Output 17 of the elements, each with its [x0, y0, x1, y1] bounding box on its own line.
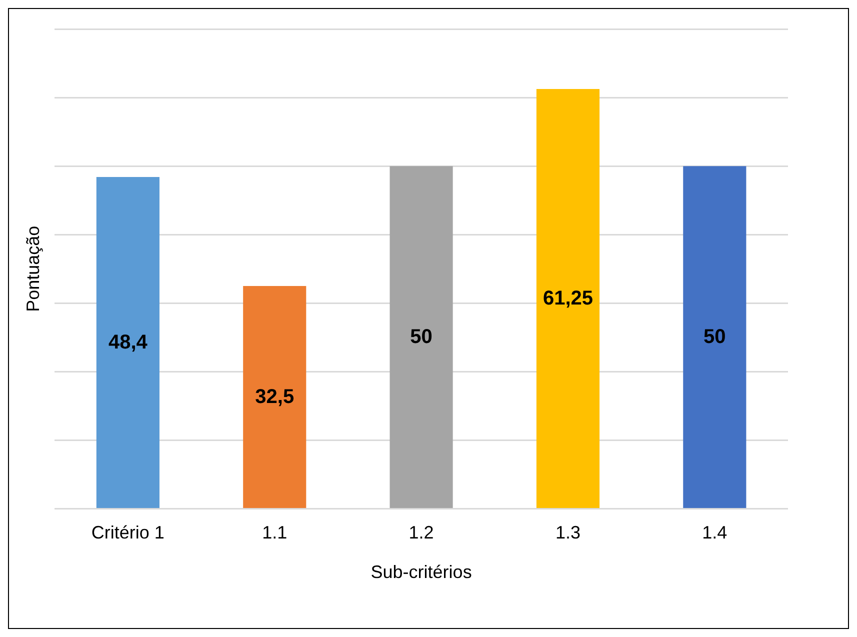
x-tick-label: Critério 1 — [91, 522, 164, 543]
x-tick-label: 1.4 — [702, 522, 728, 543]
data-label: 48,4 — [108, 331, 148, 354]
data-label: 50 — [410, 326, 432, 348]
x-axis-title: Sub-critérios — [370, 562, 472, 582]
bar — [390, 166, 453, 508]
y-axis-title: Pontuação — [22, 226, 43, 312]
data-label: 50 — [704, 326, 726, 348]
bar — [243, 286, 306, 508]
x-tick-label: 1.3 — [555, 522, 580, 543]
data-label: 32,5 — [255, 386, 294, 408]
bar — [683, 166, 746, 508]
data-label: 61,25 — [542, 287, 594, 310]
bar — [536, 88, 600, 508]
x-tick-label: 1.1 — [262, 522, 288, 543]
bar — [96, 177, 160, 508]
x-tick-label: 1.2 — [408, 522, 434, 543]
